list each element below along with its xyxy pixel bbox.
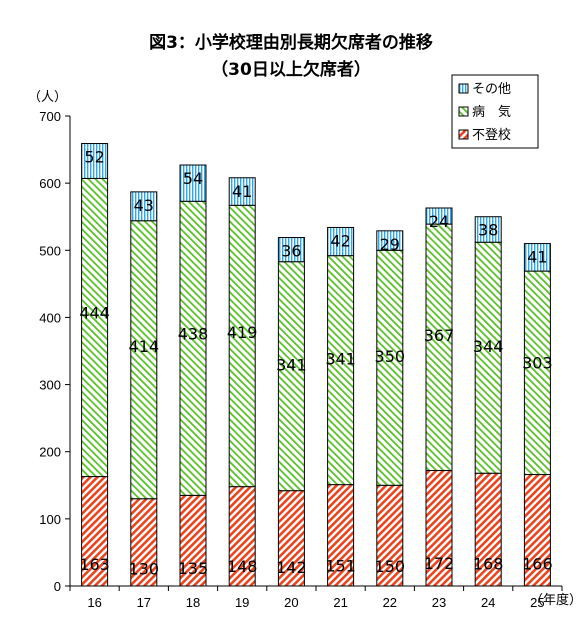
data-label: 24: [429, 212, 449, 231]
x-tick-label: 25: [530, 595, 544, 610]
bar-segment: [277, 261, 305, 492]
bar-segment: [425, 207, 453, 225]
bar-segment: [81, 177, 109, 478]
y-tick-label: 300: [39, 378, 61, 393]
x-tick-label: 19: [235, 595, 249, 610]
bar-segment: [228, 177, 256, 206]
bar-segment: [130, 191, 158, 222]
bar-segment: [277, 490, 305, 587]
bar-segment: [179, 494, 207, 587]
bar-segment: [228, 204, 256, 488]
data-label: 414: [129, 337, 160, 356]
data-label: 29: [380, 235, 400, 254]
bars: [81, 143, 551, 587]
bar-segment: [523, 474, 551, 587]
data-label: 341: [276, 356, 307, 375]
bar-segment: [474, 216, 502, 243]
data-label: 41: [527, 248, 547, 267]
chart-title: 図3：小学校理由別長期欠席者の推移: [149, 32, 433, 53]
data-label: 43: [134, 196, 154, 215]
bar-segment: [130, 220, 158, 500]
y-tick-label: 600: [39, 176, 61, 191]
data-label: 135: [178, 559, 209, 578]
x-tick-label: 16: [87, 595, 101, 610]
x-tick-label: 17: [137, 595, 151, 610]
bar-segment: [179, 200, 207, 496]
data-labels: 163 444 52 130 414 43 135 438 54 148 419 41 142 341 36…: [79, 148, 552, 579]
data-label: 303: [522, 354, 553, 373]
legend-swatch: [458, 106, 469, 117]
y-tick-label: 700: [39, 109, 61, 124]
axes: 0 100 200 300 400 500 600 700 16 17 18 19 20 21 22 23 24…: [39, 109, 563, 610]
bar-segment: [81, 476, 109, 587]
data-label: 438: [178, 325, 209, 344]
data-label: 172: [424, 554, 455, 573]
data-label: 38: [478, 221, 498, 240]
x-tick-label: 20: [284, 595, 298, 610]
x-tick-label: 23: [432, 595, 446, 610]
data-label: 341: [325, 350, 356, 369]
bar-segment: [327, 484, 355, 587]
x-axis-unit-label: （年度）: [530, 592, 582, 608]
x-tick-label: 22: [383, 595, 397, 610]
data-label: 36: [281, 242, 301, 261]
data-label: 419: [227, 323, 258, 342]
data-label: 151: [325, 557, 356, 576]
bar-segment: [327, 226, 355, 257]
x-tick-label: 24: [481, 595, 495, 610]
bar-segment: [523, 270, 551, 476]
data-label: 148: [227, 557, 258, 576]
bar-segment: [474, 241, 502, 474]
data-label: 166: [522, 555, 553, 574]
data-label: 54: [183, 169, 203, 188]
y-axis-unit-label: （人）: [28, 90, 67, 105]
y-tick-label: 200: [39, 445, 61, 460]
x-tick-label: 18: [186, 595, 200, 610]
bar-segment: [277, 237, 305, 263]
data-label: 142: [276, 558, 307, 577]
bar-segment: [327, 255, 355, 486]
data-label: 163: [79, 555, 110, 574]
data-label: 367: [424, 326, 455, 345]
chart-subtitle: （30日以上欠席者）: [211, 59, 371, 80]
bar-segment: [179, 164, 207, 202]
bar-segment: [81, 143, 109, 179]
y-tick-label: 0: [54, 579, 61, 594]
data-label: 42: [330, 231, 350, 250]
x-tick-label: 21: [333, 595, 347, 610]
bar-segment: [523, 243, 551, 272]
bar-segment: [376, 230, 404, 251]
legend-label: 病 気: [472, 104, 511, 120]
y-tick-label: 100: [39, 512, 61, 527]
data-label: 444: [79, 304, 110, 323]
legend-label: 不登校: [472, 127, 511, 143]
bar-segment: [425, 470, 453, 587]
y-tick-label: 500: [39, 243, 61, 258]
legend-swatch: [458, 83, 469, 94]
data-label: 350: [375, 347, 406, 366]
data-label: 52: [84, 148, 104, 167]
data-label: 150: [375, 557, 406, 576]
bar-segment: [228, 486, 256, 587]
data-label: 344: [473, 337, 504, 356]
legend-label: その他: [472, 82, 511, 97]
legend-swatch: [458, 129, 469, 140]
data-label: 168: [473, 554, 504, 573]
y-tick-label: 400: [39, 310, 61, 325]
bar-segment: [376, 484, 404, 587]
data-label: 130: [129, 560, 160, 579]
bar-segment: [425, 223, 453, 472]
bar-segment: [376, 249, 404, 486]
data-label: 41: [232, 182, 252, 201]
